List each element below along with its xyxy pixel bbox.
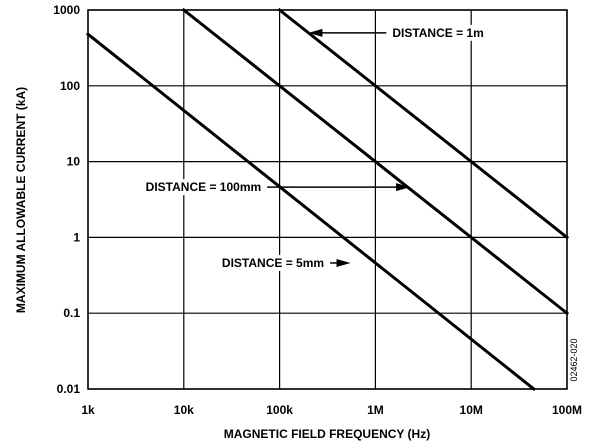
annotation: DISTANCE = 5mm bbox=[218, 254, 351, 271]
y-tick-label: 0.1 bbox=[63, 306, 80, 320]
series-line bbox=[181, 7, 570, 316]
annotation-label: DISTANCE = 5mm bbox=[222, 256, 324, 270]
x-tick-labels: 1k 10k 100k 1M 10M 100M bbox=[81, 403, 582, 417]
y-axis-title: MAXIMUM ALLOWABLE CURRENT (kA) bbox=[14, 87, 28, 313]
annotation: DISTANCE = 100mm bbox=[142, 179, 411, 196]
x-tick-label: 10k bbox=[174, 403, 194, 417]
annotation-arrowhead bbox=[308, 28, 323, 37]
y-tick-label: 10 bbox=[67, 155, 81, 169]
annotation-arrowhead bbox=[396, 183, 411, 192]
annotations: DISTANCE = 1m DISTANCE = 100mm DISTANCE = … bbox=[142, 24, 487, 271]
x-tick-label: 100M bbox=[552, 403, 582, 417]
figure-id: 02462-020 bbox=[569, 338, 579, 381]
y-tick-label: 1 bbox=[73, 230, 80, 244]
annotation: DISTANCE = 1m bbox=[308, 24, 487, 41]
y-tick-label: 100 bbox=[60, 79, 80, 93]
x-tick-label: 1M bbox=[367, 403, 384, 417]
y-tick-labels: 0.01 0.1 1 10 100 1000 bbox=[53, 3, 80, 396]
x-tick-label: 10M bbox=[460, 403, 483, 417]
y-tick-label: 0.01 bbox=[57, 382, 81, 396]
annotation-label: DISTANCE = 1m bbox=[392, 26, 483, 40]
x-tick-label: 1k bbox=[81, 403, 95, 417]
annotation-bg bbox=[142, 179, 265, 196]
plot-frame bbox=[87, 9, 568, 390]
annotation-arrowhead bbox=[336, 258, 351, 267]
series-lines bbox=[85, 7, 570, 392]
annotation-bg bbox=[218, 254, 328, 271]
y-tick-label: 1000 bbox=[53, 3, 80, 17]
x-tick-label: 100k bbox=[266, 403, 293, 417]
annotation-bg bbox=[389, 24, 487, 41]
series-line bbox=[85, 32, 536, 392]
grid bbox=[87, 9, 568, 390]
annotation-label: DISTANCE = 100mm bbox=[146, 180, 261, 194]
series-line bbox=[277, 7, 570, 240]
x-axis-title: MAGNETIC FIELD FREQUENCY (Hz) bbox=[224, 427, 430, 441]
